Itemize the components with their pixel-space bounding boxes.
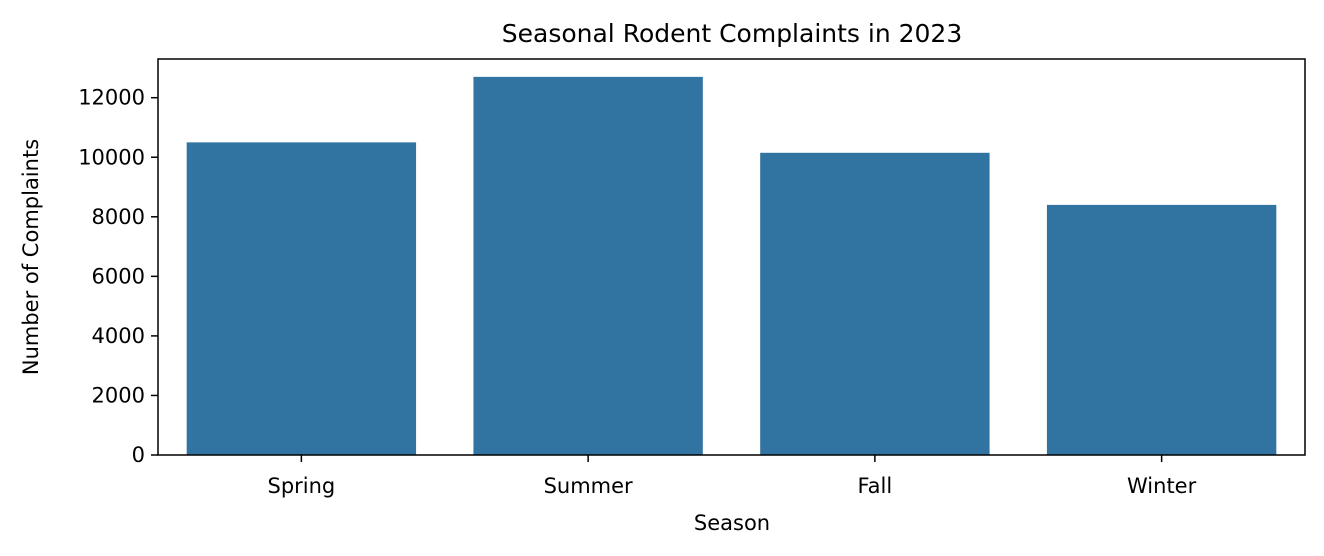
bar-fall: [760, 152, 990, 455]
y-tick-label: 0: [132, 443, 145, 467]
bar-winter: [1046, 204, 1277, 455]
y-tick-label: 2000: [92, 383, 145, 407]
y-tick-label: 10000: [78, 145, 145, 169]
y-tick-label: 6000: [92, 264, 145, 288]
x-tick-label-summer: Summer: [544, 474, 633, 498]
y-axis-ticks: 0 2000 4000 6000 8000 10000 12000: [78, 86, 158, 467]
x-tick-label-fall: Fall: [858, 474, 893, 498]
y-tick-label: 12000: [78, 86, 145, 110]
y-tick-label: 4000: [92, 324, 145, 348]
bars-group: [186, 76, 1277, 456]
x-axis-ticks: Spring Summer Fall Winter: [267, 455, 1197, 498]
plot-frame: [157, 58, 1306, 456]
x-tick-label-winter: Winter: [1127, 474, 1197, 498]
y-tick-label: 8000: [92, 205, 145, 229]
chart-title: Seasonal Rodent Complaints in 2023: [502, 19, 963, 48]
x-axis-label: Season: [694, 511, 770, 535]
bar-spring: [186, 142, 417, 456]
bar-summer: [473, 76, 703, 456]
x-tick-label-spring: Spring: [267, 474, 335, 498]
y-axis-label: Number of Complaints: [19, 139, 43, 375]
